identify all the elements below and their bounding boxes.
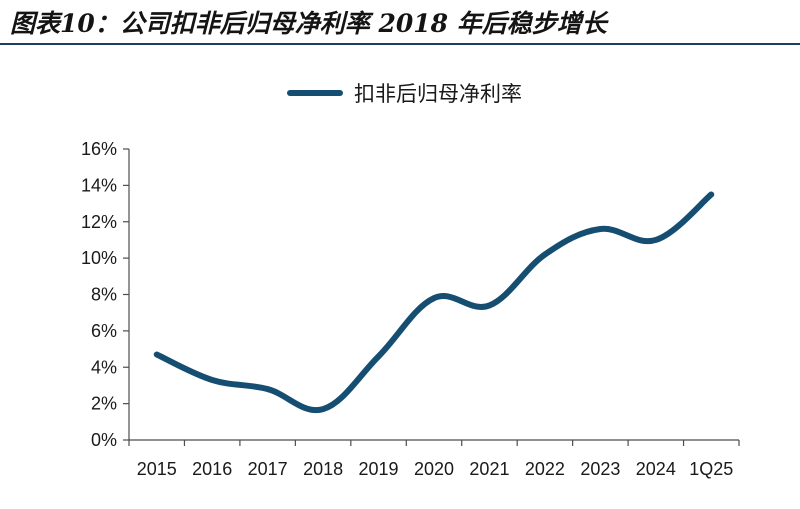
x-tick-label: 2018 bbox=[303, 459, 343, 479]
y-tick-label: 12% bbox=[81, 212, 117, 232]
data-point bbox=[376, 353, 382, 359]
y-tick-label: 10% bbox=[81, 248, 117, 268]
data-point bbox=[154, 352, 160, 358]
axes: 0% 2% 4% 6% 8% 10% 12% 14% 16% 2015 2016 2017 2018 20… bbox=[81, 139, 740, 479]
data-point bbox=[486, 302, 492, 308]
y-tick-label: 4% bbox=[91, 357, 117, 377]
y-tick-label: 0% bbox=[91, 430, 117, 450]
y-tick-label: 14% bbox=[81, 175, 117, 195]
x-tick-label: 2021 bbox=[469, 459, 509, 479]
plot-area bbox=[153, 191, 715, 414]
x-tick-label: 2017 bbox=[248, 459, 288, 479]
series-line bbox=[153, 191, 715, 414]
legend-label: 扣非后归母净利率 bbox=[354, 83, 522, 106]
data-point bbox=[597, 226, 603, 232]
x-tick-label: 2024 bbox=[636, 459, 676, 479]
data-point bbox=[209, 377, 215, 383]
data-point bbox=[653, 237, 659, 243]
x-tick-label: 2015 bbox=[137, 459, 177, 479]
y-tick-label: 6% bbox=[91, 321, 117, 341]
y-tick-label: 16% bbox=[81, 139, 117, 159]
x-tick-label: 2023 bbox=[580, 459, 620, 479]
y-tick-label: 8% bbox=[91, 285, 117, 305]
data-point bbox=[265, 386, 271, 392]
legend: 扣非后归母净利率 bbox=[287, 83, 522, 106]
title-rule bbox=[0, 43, 800, 45]
x-tick-label: 2022 bbox=[525, 459, 565, 479]
x-tick-label: 2020 bbox=[414, 459, 454, 479]
data-point bbox=[320, 406, 326, 412]
data-point bbox=[708, 191, 714, 197]
y-tick-label: 2% bbox=[91, 394, 117, 414]
figure-title: 图表10：公司扣非后归母净利率 2018 年后稳步增长 bbox=[10, 9, 607, 38]
data-point bbox=[431, 295, 437, 301]
x-tick-label: 1Q25 bbox=[689, 459, 733, 479]
x-tick-label: 2016 bbox=[192, 459, 232, 479]
data-point bbox=[542, 251, 548, 257]
x-tick-label: 2019 bbox=[359, 459, 399, 479]
